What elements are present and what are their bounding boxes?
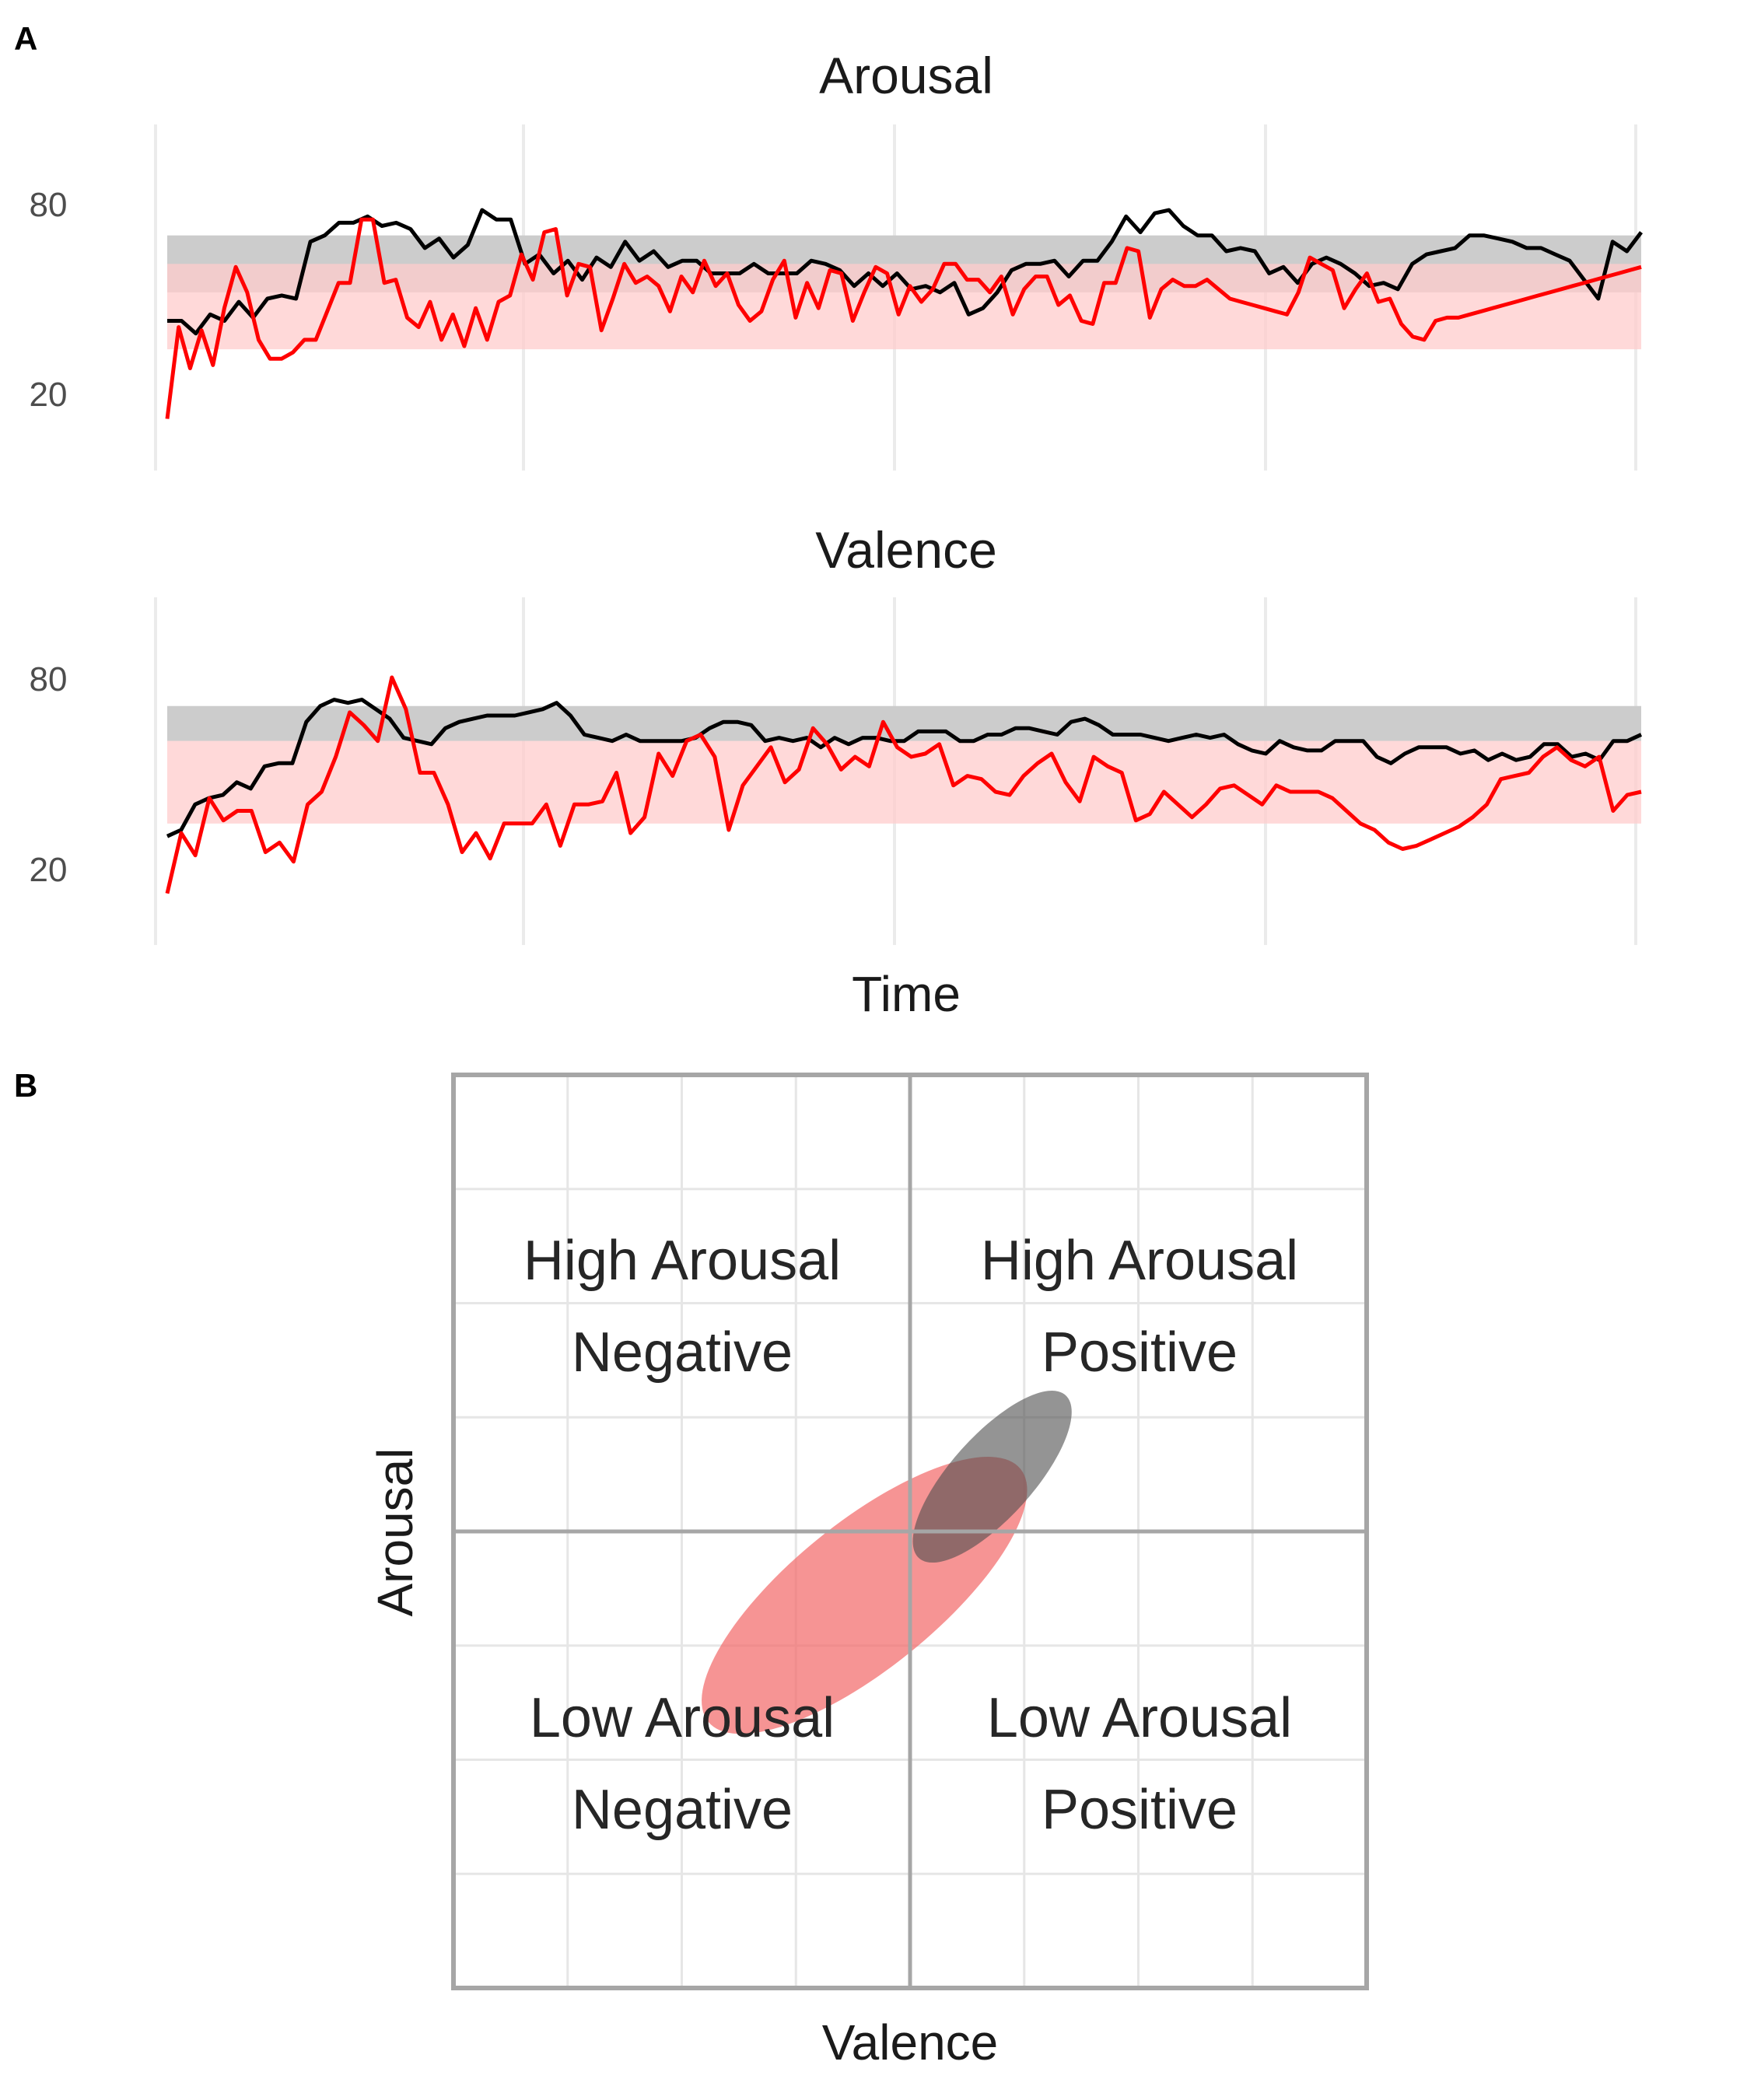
panel-label-b: B — [14, 1067, 37, 1104]
plot-border — [451, 1073, 1369, 1990]
quadrant-top-right-line1: High Arousal — [981, 1230, 1298, 1292]
black-ellipse — [912, 1391, 1072, 1563]
arousal-axis-title: Arousal — [367, 1448, 423, 1617]
quadrant-bottom-right-line2: Positive — [1042, 1779, 1238, 1841]
arousal-ytick-20: 20 — [30, 376, 68, 414]
valence-ytick-80: 80 — [30, 660, 68, 698]
valence-lines — [165, 675, 1643, 894]
circumplex-chart: High Arousal Negative High Arousal Posit… — [367, 1073, 1369, 2070]
arousal-lines — [165, 208, 1643, 419]
arousal-timeseries-chart: Arousal 80 20 — [30, 47, 1643, 471]
quadrant-bottom-right-line1: Low Arousal — [987, 1687, 1292, 1749]
black-series-line — [167, 208, 1643, 336]
time-axis-title: Time — [852, 966, 961, 1022]
red-range-band — [167, 740, 1641, 824]
red-range-band — [167, 264, 1641, 350]
quadrant-top-right-line2: Positive — [1042, 1321, 1238, 1384]
valence-axis-title: Valence — [822, 2014, 999, 2070]
quadrant-bottom-left-line2: Negative — [572, 1779, 793, 1841]
valence-timeseries-chart: Valence 80 20 Time — [30, 521, 1643, 1022]
circumplex-quadrant-lines — [451, 1073, 1369, 1990]
black-range-band — [167, 705, 1641, 741]
quadrant-bottom-left-line1: Low Arousal — [530, 1687, 835, 1749]
valence-bands — [167, 705, 1641, 824]
arousal-bands — [167, 235, 1641, 350]
valence-ytick-20: 20 — [30, 851, 68, 889]
red-series-line — [165, 675, 1642, 894]
red-series-line — [165, 217, 1642, 419]
arousal-ytick-80: 80 — [30, 186, 68, 224]
arousal-chart-title: Arousal — [819, 47, 993, 104]
quadrant-top-left-line1: High Arousal — [523, 1230, 841, 1292]
quadrant-top-left-line2: Negative — [572, 1321, 793, 1384]
circumplex-ellipses — [702, 1391, 1072, 1734]
panel-label-a: A — [14, 20, 37, 57]
valence-chart-title: Valence — [815, 521, 997, 579]
